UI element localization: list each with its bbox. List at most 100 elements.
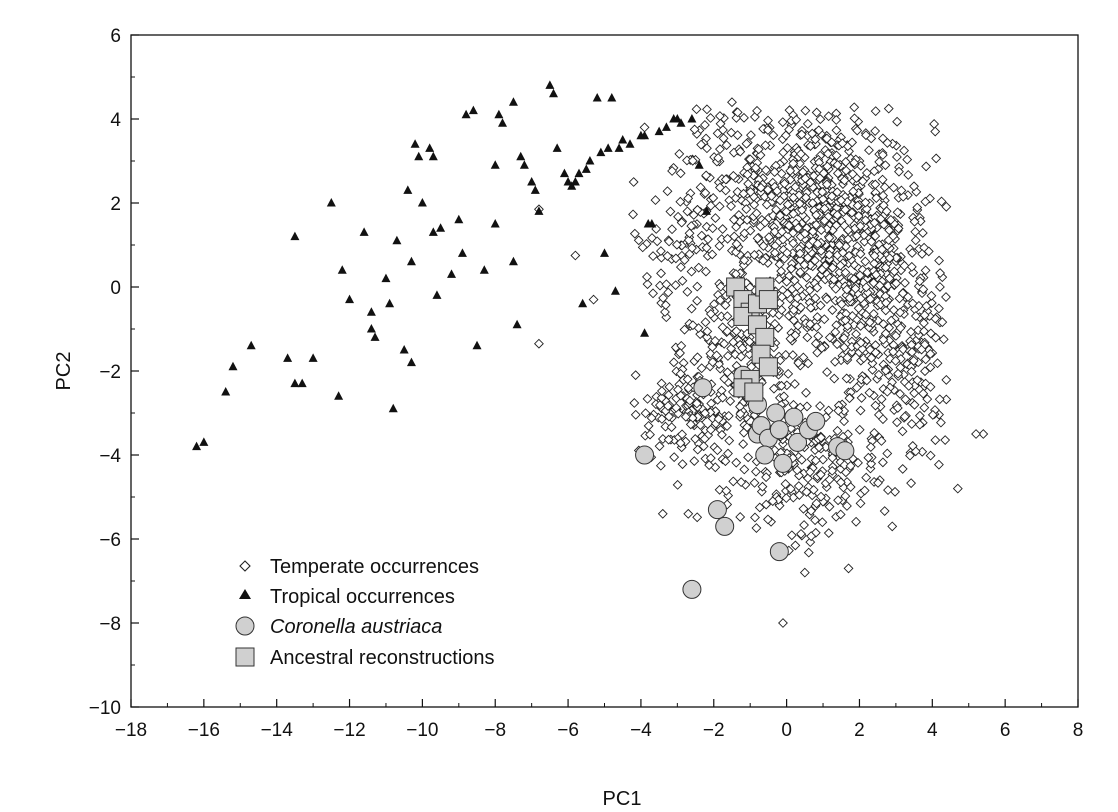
tropical-point [403, 185, 413, 194]
temperate-point [760, 140, 771, 151]
temperate-point [725, 396, 736, 407]
temperate-point [658, 293, 669, 303]
temperate-point [728, 476, 739, 487]
temperate-point [899, 411, 910, 422]
temperate-point [839, 175, 850, 186]
temperate-point [752, 233, 763, 244]
temperate-point [692, 512, 703, 523]
temperate-point [816, 432, 826, 443]
temperate-point [824, 249, 835, 260]
temperate-point [891, 152, 902, 162]
temperate-point [853, 457, 863, 468]
temperate-point [870, 400, 881, 411]
temperate-point [729, 231, 740, 242]
tropical-point [512, 319, 522, 329]
tropical-point [687, 114, 697, 123]
temperate-point [851, 230, 862, 241]
temperate-point [692, 295, 703, 306]
temperate-point [909, 399, 920, 410]
temperate-point [910, 311, 921, 321]
temperate-point [883, 103, 894, 114]
temperate-point [930, 332, 941, 343]
temperate-point [663, 434, 674, 445]
temperate-point [865, 442, 876, 452]
temperate-point [870, 231, 881, 242]
temperate-point [786, 263, 797, 274]
coronella-point [682, 579, 702, 599]
temperate-point [654, 400, 665, 411]
temperate-point [691, 398, 702, 409]
temperate-point [776, 304, 787, 315]
temperate-point [821, 133, 832, 144]
temperate-point [682, 206, 693, 217]
x-tick-label: −6 [557, 720, 579, 741]
temperate-point [763, 115, 773, 126]
temperate-point [881, 206, 892, 217]
temperate-point [703, 234, 713, 245]
temperate-point [670, 280, 681, 291]
temperate-point [916, 344, 927, 355]
temperate-point [906, 366, 917, 377]
tropical-point [640, 328, 650, 337]
temperate-point [781, 276, 792, 287]
legend-item-ancestral: Ancestral reconstructions [235, 647, 495, 669]
coronella-point [835, 441, 855, 461]
temperate-point [788, 492, 799, 503]
tropical-point [345, 294, 355, 304]
temperate-point [788, 158, 799, 169]
temperate-point [696, 230, 707, 241]
temperate-point [655, 246, 666, 257]
temperate-point [832, 210, 843, 220]
temperate-point [819, 203, 830, 214]
temperate-point [698, 441, 709, 452]
tropical-point [585, 156, 595, 165]
temperate-point [676, 217, 687, 228]
temperate-point [811, 210, 822, 220]
temperate-point [813, 331, 824, 342]
temperate-point [642, 393, 653, 404]
temperate-point [892, 403, 903, 413]
temperate-point [978, 429, 989, 439]
temperate-point [683, 193, 694, 204]
temperate-point [800, 228, 810, 239]
temperate-point [941, 394, 952, 405]
temperate-point [776, 266, 787, 277]
temperate-point [712, 445, 723, 456]
tropical-point [468, 105, 478, 115]
temperate-point [839, 416, 850, 427]
temperate-point [897, 426, 908, 437]
temperate-point [760, 165, 771, 176]
temperate-point [824, 501, 835, 512]
temperate-point [861, 168, 872, 178]
legend-label-coronella: Coronella austriaca [270, 616, 442, 638]
temperate-point [813, 125, 824, 136]
temperate-point [715, 295, 726, 306]
temperate-point [831, 125, 842, 136]
temperate-point [797, 291, 808, 302]
temperate-point [663, 401, 673, 411]
temperate-point [811, 498, 822, 509]
tropical-point [563, 177, 573, 186]
plot-area [192, 80, 989, 628]
temperate-point [805, 537, 816, 548]
temperate-point [844, 250, 854, 261]
temperate-point [827, 465, 838, 476]
temperate-point [876, 394, 887, 405]
temperate-point [657, 434, 668, 444]
temperate-point [821, 294, 832, 304]
temperate-point [871, 269, 882, 280]
temperate-point [830, 356, 840, 367]
temperate-point [785, 333, 796, 344]
tropical-point [610, 286, 620, 295]
tropical-point [592, 93, 602, 102]
temperate-point [660, 307, 670, 317]
temperate-point [880, 305, 891, 316]
coronella-point [784, 407, 804, 427]
temperate-point [793, 481, 804, 491]
temperate-point [852, 125, 863, 136]
temperate-point [777, 117, 788, 128]
temperate-point [796, 528, 806, 539]
temperate-point [918, 388, 929, 399]
temperate-point [664, 381, 675, 392]
temperate-point [782, 199, 793, 210]
